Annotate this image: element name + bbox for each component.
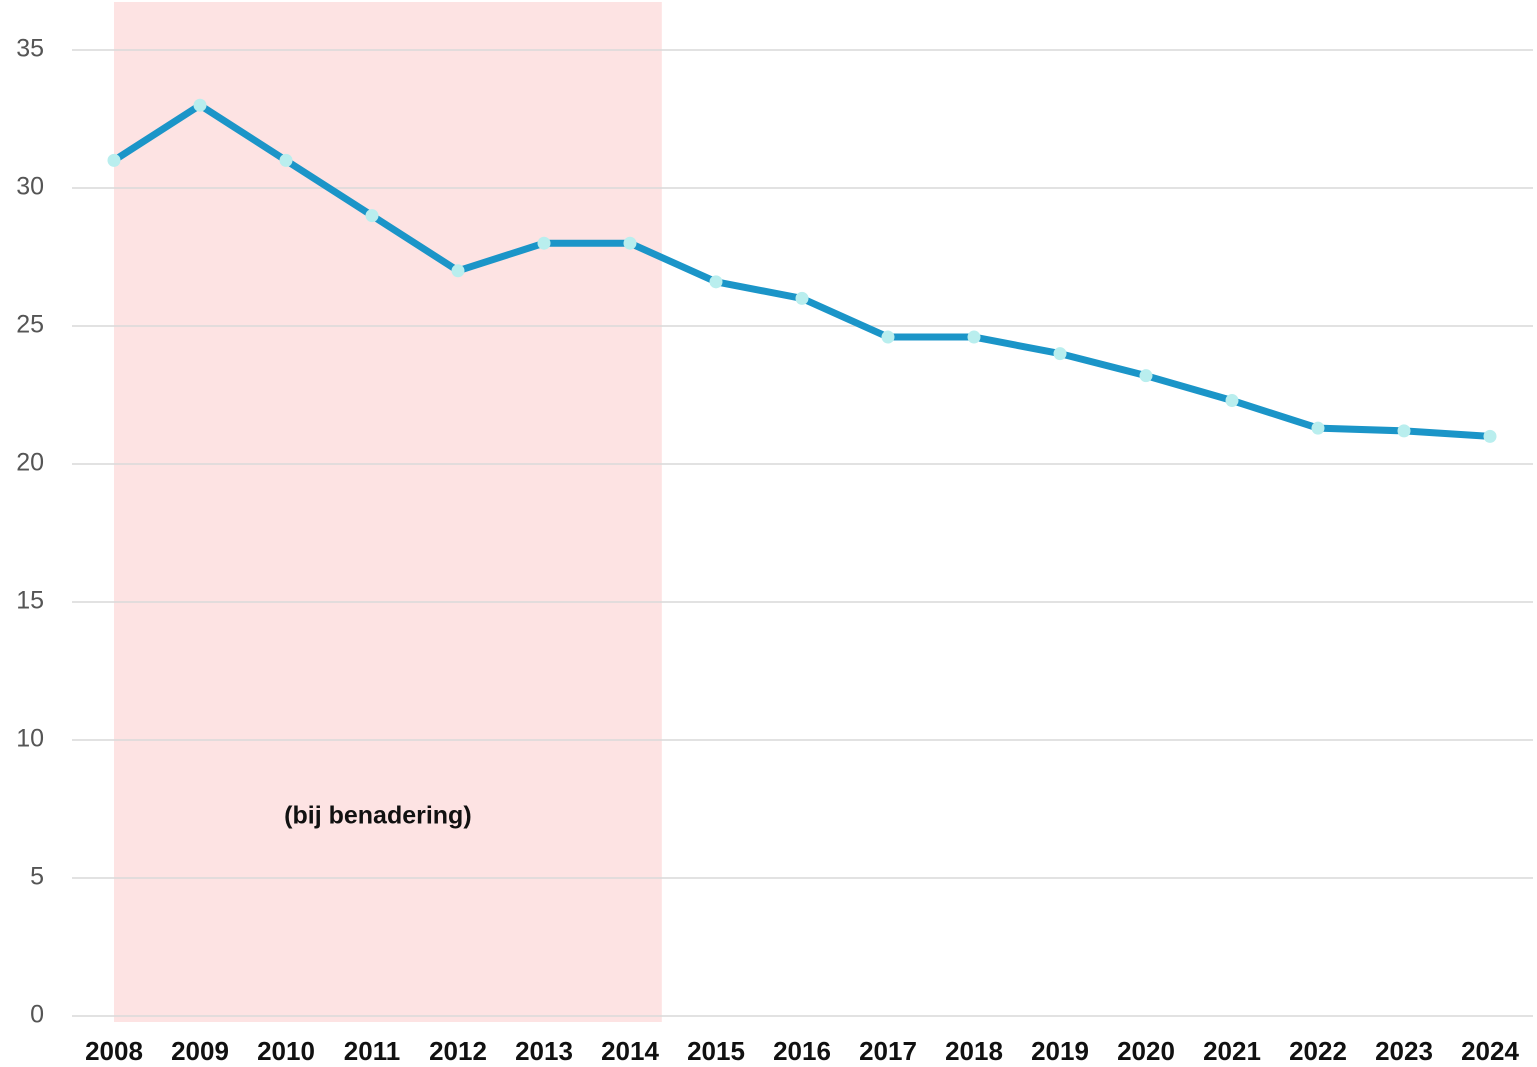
x-tick-label: 2018 (945, 1036, 1003, 1066)
x-tick-label: 2017 (859, 1036, 917, 1066)
y-tick-label: 35 (16, 35, 44, 63)
x-tick-label: 2010 (257, 1036, 315, 1066)
x-tick-label: 2023 (1375, 1036, 1433, 1066)
marker (1139, 369, 1153, 383)
x-tick-label: 2011 (344, 1036, 400, 1066)
marker (1397, 424, 1411, 438)
x-tick-label: 2008 (85, 1036, 143, 1066)
shaded-region (114, 2, 662, 1022)
marker (365, 209, 379, 223)
marker (451, 264, 465, 278)
x-tick-label: 2020 (1117, 1036, 1175, 1066)
marker (537, 236, 551, 250)
y-tick-label: 30 (16, 173, 44, 201)
x-tick-label: 2019 (1031, 1036, 1089, 1066)
marker (623, 236, 637, 250)
marker (967, 330, 981, 344)
x-tick-label: 2024 (1461, 1036, 1519, 1066)
y-tick-label: 5 (30, 863, 44, 891)
annotation: (bij benadering) (284, 802, 472, 830)
x-tick-label: 2022 (1289, 1036, 1347, 1066)
marker (193, 98, 207, 112)
marker (1311, 421, 1325, 435)
marker (1483, 429, 1497, 443)
y-tick-label: 10 (16, 725, 44, 753)
x-tick-label: 2012 (429, 1036, 487, 1066)
y-tick-label: 15 (16, 587, 44, 615)
x-tick-label: 2015 (687, 1036, 745, 1066)
marker (1053, 347, 1067, 361)
marker (107, 153, 121, 167)
marker (709, 275, 723, 289)
x-tick-label: 2014 (601, 1036, 659, 1066)
x-tick-label: 2009 (171, 1036, 229, 1066)
y-tick-label: 20 (16, 449, 44, 477)
x-tick-label: 2016 (773, 1036, 831, 1066)
marker (279, 153, 293, 167)
marker (1225, 394, 1239, 408)
x-tick-label: 2021 (1203, 1036, 1261, 1066)
marker (881, 330, 895, 344)
marker (795, 291, 809, 305)
y-tick-label: 25 (16, 311, 44, 339)
x-tick-label: 2013 (515, 1036, 573, 1066)
y-tick-label: 0 (30, 1001, 44, 1029)
